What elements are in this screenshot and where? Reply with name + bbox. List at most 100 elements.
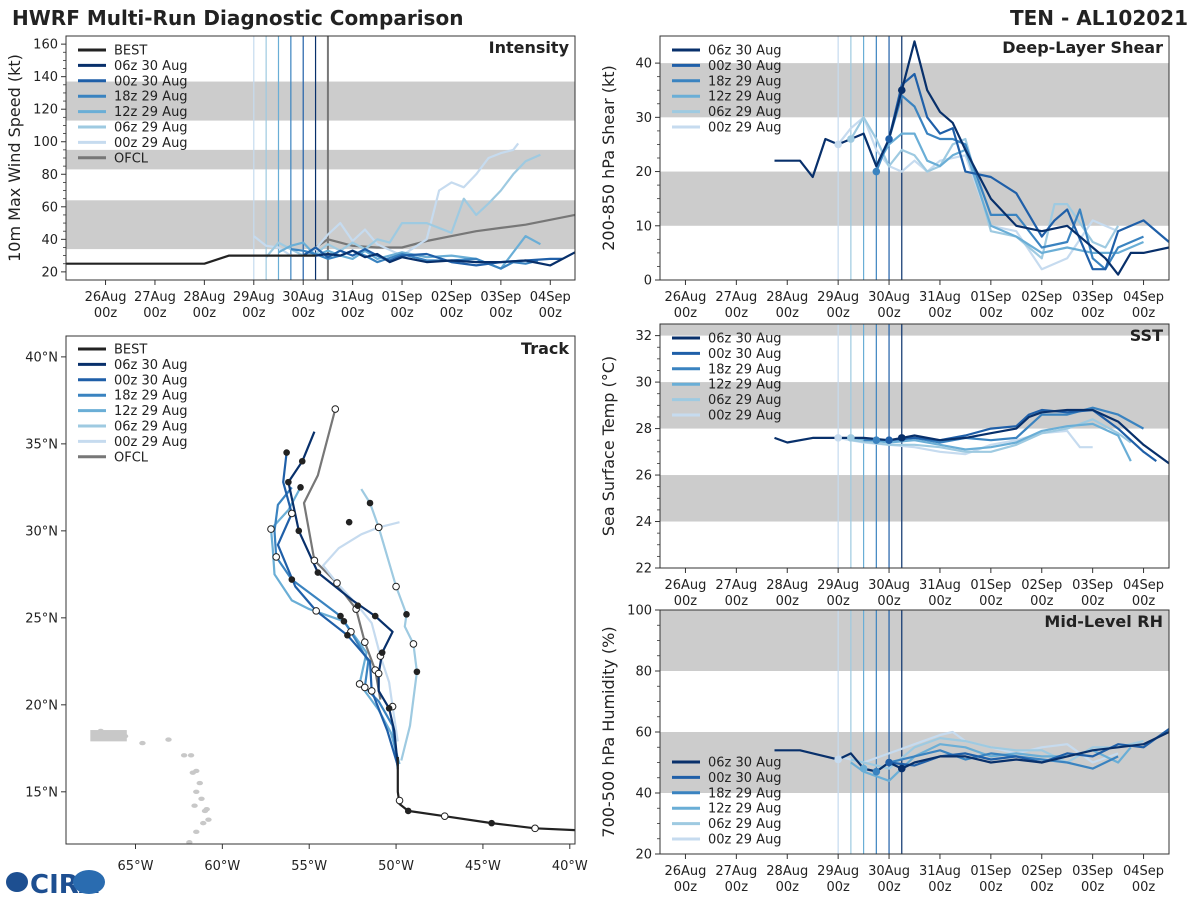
x-tick-label: 27Aug	[715, 864, 757, 879]
x-tick-label: 00z	[674, 594, 698, 609]
lon-tick-label: 45°W	[465, 859, 501, 874]
y-tick-label: 100	[627, 604, 652, 619]
series-line-06z-29-aug	[850, 736, 1144, 770]
lat-tick-label: 15°N	[25, 785, 58, 800]
x-tick-label: 01Sep	[970, 864, 1011, 879]
track-point-filled	[371, 612, 379, 620]
x-tick-label: 00z	[1081, 594, 1105, 609]
x-tick-label: 00z	[776, 306, 800, 321]
x-tick-label: 29Aug	[817, 864, 859, 879]
plot-area	[660, 324, 1169, 568]
panel-title: Intensity	[489, 38, 570, 57]
x-tick-label: 27Aug	[715, 290, 757, 305]
x-tick-label: 04Sep	[530, 290, 571, 305]
track-point-filled	[354, 602, 362, 609]
x-tick-label: 03Sep	[1072, 578, 1113, 593]
init-marker	[872, 767, 881, 776]
x-tick-label: 00z	[725, 880, 749, 895]
y-tick-label: 160	[33, 38, 58, 53]
track-point-open	[367, 687, 376, 695]
track-point-filled	[488, 819, 495, 827]
x-tick-label: 00z	[979, 594, 1003, 609]
legend-label-06z-30-aug: 06z 30 Aug	[114, 358, 188, 373]
legend-label-ofcl: OFCL	[114, 151, 149, 166]
x-tick-label: 00z	[877, 594, 901, 609]
x-tick-label: 00z	[94, 306, 118, 321]
x-tick-label: 02Sep	[1021, 290, 1062, 305]
legend-label-06z-29-aug: 06z 29 Aug	[708, 817, 782, 832]
y-tick-label: 40	[635, 57, 652, 72]
y-axis-label: 200-850 hPa Shear (kt)	[599, 65, 618, 251]
track-point-open	[272, 553, 281, 561]
x-tick-label: 00z	[826, 880, 850, 895]
lat-tick-label: 20°N	[25, 698, 58, 713]
legend-label-06z-29-aug: 06z 29 Aug	[708, 105, 782, 120]
legend-label-06z-30-aug: 06z 30 Aug	[114, 59, 188, 74]
island-shape	[165, 737, 172, 742]
x-tick-label: 04Sep	[1123, 578, 1164, 593]
track-point-filled	[344, 631, 351, 639]
legend-label-00z-29-aug: 00z 29 Aug	[708, 121, 782, 136]
track-point-open	[355, 680, 364, 688]
track-line-00z-30-aug	[276, 452, 399, 767]
legend-label-06z-30-aug: 06z 30 Aug	[708, 332, 782, 347]
x-tick-label: 00z	[826, 306, 850, 321]
x-tick-label: 28Aug	[766, 290, 808, 305]
legend-label-18z-29-aug: 18z 29 Aug	[708, 74, 782, 89]
track-point-open	[360, 638, 369, 646]
x-tick-label: 00z	[979, 306, 1003, 321]
x-tick-label: 00z	[143, 306, 167, 321]
x-tick-label: 00z	[489, 306, 513, 321]
x-tick-label: 00z	[877, 880, 901, 895]
plot-frame	[659, 323, 1170, 569]
legend-label-00z-30-aug: 00z 30 Aug	[114, 373, 188, 388]
island-shape	[180, 753, 188, 758]
x-tick-label: 03Sep	[1072, 864, 1113, 879]
track-panel: 65°W 60°W 55°W 50°W 45°W 40°W 15°N 20°N 25°N 30°N…	[25, 335, 588, 874]
track-point-open	[310, 556, 319, 565]
x-tick-label: 28Aug	[766, 864, 808, 879]
x-tick-label: 26Aug	[664, 290, 706, 305]
y-tick-label: 140	[33, 70, 58, 85]
x-tick-label: 00z	[826, 594, 850, 609]
track-point-open	[267, 525, 275, 533]
shaded-band	[660, 324, 1169, 336]
y-tick-label: 24	[635, 515, 652, 530]
init-marker	[897, 86, 906, 95]
track-line-best	[396, 757, 575, 832]
x-tick-label: 00z	[776, 880, 800, 895]
track-point-open	[374, 669, 383, 678]
y-tick-label: 22	[635, 562, 652, 577]
x-tick-label: 27Aug	[134, 290, 176, 305]
track-point-open	[531, 824, 539, 833]
init-marker	[834, 140, 842, 149]
island-shape	[193, 829, 200, 835]
x-tick-label: 27Aug	[715, 578, 757, 593]
y-tick-label: 30	[635, 376, 652, 391]
track-point-filled	[345, 518, 353, 526]
x-tick-label: 00z	[539, 306, 563, 321]
series-line-12z-29-aug	[850, 422, 1132, 462]
lon-tick-label: 40°W	[552, 859, 588, 874]
legend-label-12z-29-aug: 12z 29 Aug	[114, 105, 188, 120]
track-point-open	[392, 582, 400, 591]
island-shape	[205, 817, 212, 822]
x-tick-label: 26Aug	[85, 290, 127, 305]
island-shape	[139, 740, 146, 746]
track-point-filled	[385, 705, 393, 712]
track-point-filled	[283, 449, 290, 456]
y-axis-label: 10m Max Wind Speed (kt)	[5, 54, 24, 262]
y-axis-label: 700-500 hPa Humidity (%)	[599, 626, 618, 837]
shear-panel: 01020304026Aug00z27Aug00z28Aug00z29Aug00…	[599, 35, 1170, 321]
x-tick-label: 00z	[242, 306, 266, 321]
x-tick-label: 00z	[928, 880, 952, 895]
init-marker	[885, 135, 893, 143]
track-point-filled	[413, 668, 421, 676]
track-point-filled	[314, 569, 322, 576]
x-tick-label: 00z	[1081, 306, 1105, 321]
island-shape	[189, 770, 197, 775]
legend-label-best: BEST	[114, 343, 147, 358]
sst-panel: 22242628303226Aug00z27Aug00z28Aug00z29Au…	[599, 323, 1170, 609]
legend-label-best: BEST	[114, 44, 147, 59]
y-tick-label: 10	[635, 219, 652, 234]
